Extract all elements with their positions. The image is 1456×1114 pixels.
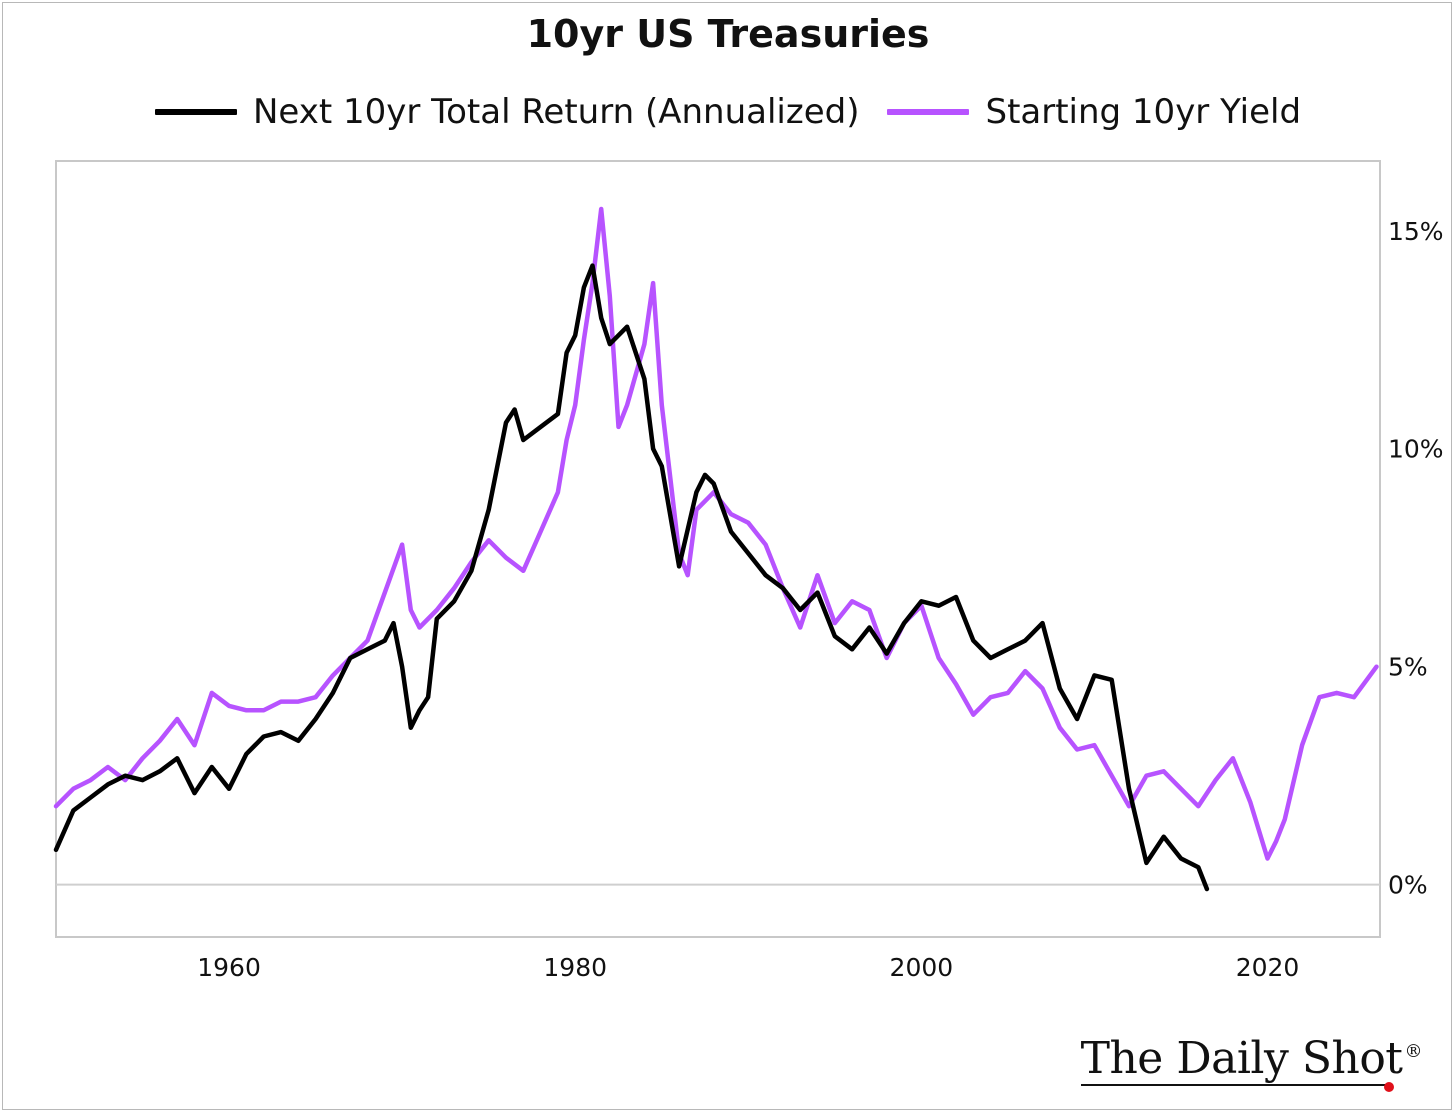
brand-underline bbox=[1080, 1084, 1388, 1086]
plot-border bbox=[55, 160, 1381, 938]
y-tick-label: 0% bbox=[1388, 871, 1428, 900]
chart-legend: Next 10yr Total Return (Annualized) Star… bbox=[0, 88, 1456, 136]
legend-swatch-starting-yield bbox=[887, 109, 970, 115]
y-tick-label: 10% bbox=[1388, 435, 1444, 464]
x-tick-label: 1980 bbox=[543, 953, 607, 982]
legend-item-starting-yield: Starting 10yr Yield bbox=[887, 92, 1301, 132]
brand-name: The Daily Shot bbox=[1080, 1033, 1403, 1084]
x-tick-label: 2020 bbox=[1236, 953, 1300, 982]
x-tick-label: 1960 bbox=[197, 953, 261, 982]
x-tick-label: 2000 bbox=[890, 953, 954, 982]
legend-item-total-return: Next 10yr Total Return (Annualized) bbox=[154, 92, 860, 132]
y-tick-label: 15% bbox=[1388, 217, 1444, 246]
legend-label-starting-yield: Starting 10yr Yield bbox=[985, 92, 1302, 132]
series-line-starting-yield bbox=[53, 206, 1379, 861]
series-line-total-return bbox=[53, 263, 1210, 892]
brand-reg-mark: ® bbox=[1404, 1041, 1423, 1063]
legend-swatch-total-return bbox=[154, 109, 237, 115]
brand-logo: The Daily Shot ® bbox=[1080, 1033, 1423, 1092]
brand-red-dot bbox=[1384, 1082, 1394, 1092]
chart-title: 10yr US Treasuries bbox=[526, 12, 930, 56]
y-tick-label: 5% bbox=[1388, 653, 1428, 682]
legend-label-total-return: Next 10yr Total Return (Annualized) bbox=[252, 92, 860, 132]
